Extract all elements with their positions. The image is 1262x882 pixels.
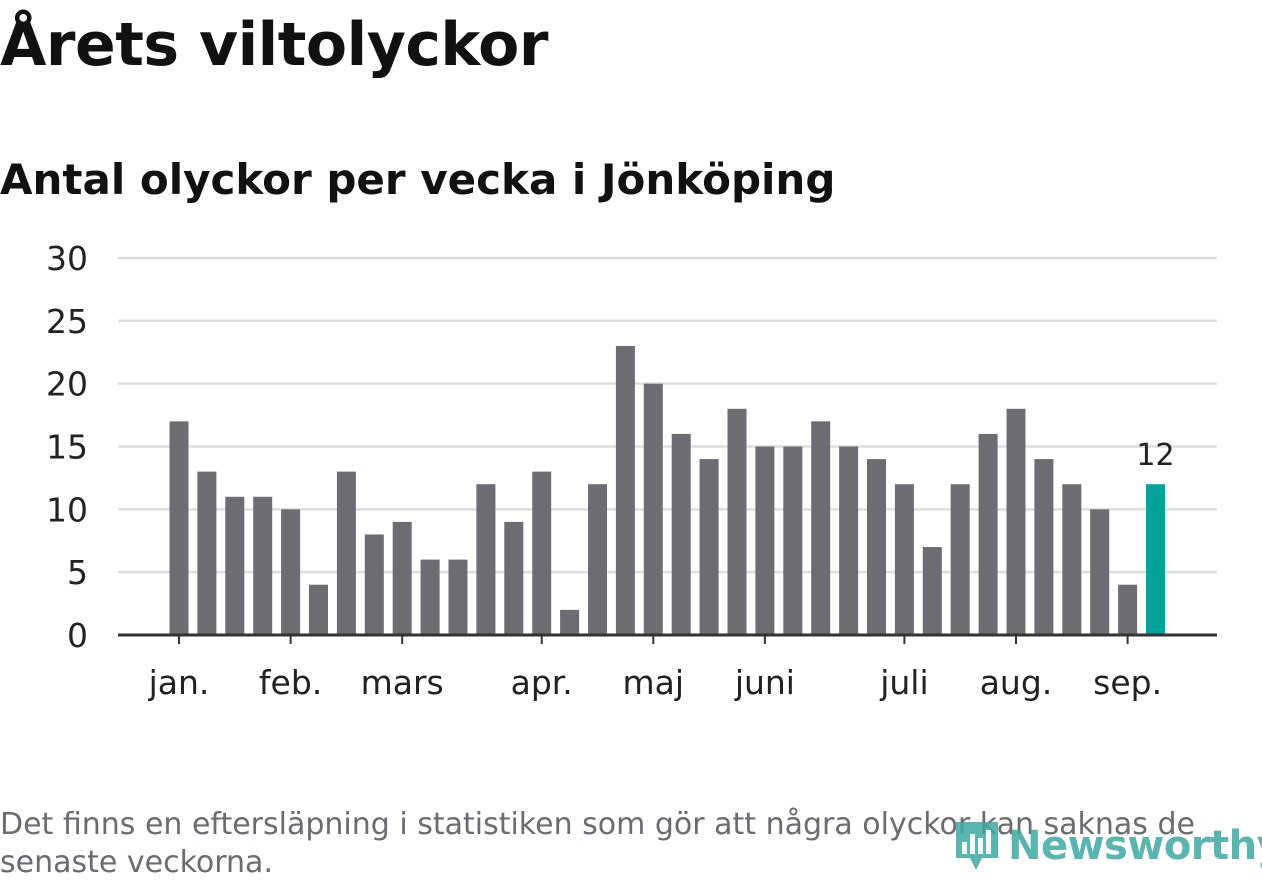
- bar: [197, 471, 217, 635]
- bar: [922, 547, 942, 635]
- x-tick-label: apr.: [511, 663, 573, 702]
- bar: [755, 446, 775, 635]
- y-tick-label: 15: [46, 428, 88, 467]
- logo-icon: [956, 822, 998, 870]
- bar: [448, 559, 468, 635]
- bar: [894, 484, 914, 635]
- x-tick-label: maj: [623, 663, 685, 702]
- y-axis-ticks: 0 5 10 15 20 25 30: [46, 239, 88, 655]
- bar: [309, 584, 328, 635]
- bar: [950, 484, 970, 635]
- x-tick-label: feb.: [259, 663, 322, 702]
- data-labels: 12: [1136, 438, 1174, 473]
- bar: [281, 509, 301, 635]
- bar: [811, 421, 831, 635]
- bar: [839, 446, 859, 635]
- x-axis-ticks: jan. feb. mars apr. maj juni juli aug. sep.: [148, 635, 1162, 702]
- y-tick-label: 25: [46, 302, 88, 341]
- bar: [588, 484, 607, 635]
- bar-chart: 0 5 10 15 20 25 30 jan. feb. mars apr. maj juni juli…: [46, 239, 1217, 702]
- bar: [671, 433, 691, 635]
- logo-text: Newsworthy: [1008, 823, 1262, 869]
- bar: [867, 459, 886, 635]
- bar: [615, 345, 635, 635]
- newsworthy-logo: Newsworthy: [952, 816, 1262, 876]
- chart-title: Årets viltolyckor: [0, 10, 549, 80]
- bar: [392, 521, 412, 635]
- y-tick-label: 30: [46, 239, 88, 278]
- bar: [1006, 408, 1026, 635]
- x-tick-label: jan.: [148, 663, 210, 702]
- bar: [253, 496, 273, 635]
- bar: [978, 433, 998, 635]
- bar: [476, 484, 496, 635]
- y-tick-label: 0: [67, 616, 88, 655]
- bar: [169, 421, 189, 635]
- bar: [420, 559, 440, 635]
- bar: [1034, 459, 1054, 635]
- bars: [169, 345, 1165, 635]
- bar: [225, 496, 245, 635]
- bar-highlight: [1146, 484, 1165, 635]
- bar: [699, 459, 719, 635]
- y-tick-label: 10: [46, 490, 88, 529]
- y-tick-label: 20: [46, 365, 88, 404]
- chart-subtitle: Antal olyckor per vecka i Jönköping: [0, 155, 836, 204]
- bar: [560, 609, 580, 635]
- bar: [504, 521, 524, 635]
- x-tick-label: mars: [361, 663, 444, 702]
- x-tick-label: juli: [879, 663, 928, 702]
- bar: [1090, 509, 1110, 635]
- bar: [364, 534, 384, 635]
- x-tick-label: juni: [734, 663, 795, 702]
- bar: [1118, 584, 1138, 635]
- bar: [336, 471, 356, 635]
- gridlines: [118, 256, 1217, 574]
- bar: [727, 408, 747, 635]
- bar: [643, 383, 663, 635]
- data-label-latest: 12: [1136, 438, 1174, 473]
- x-tick-label: sep.: [1093, 663, 1162, 702]
- x-tick-label: aug.: [980, 663, 1053, 702]
- bar: [1062, 484, 1082, 635]
- y-tick-label: 5: [67, 553, 88, 592]
- bar: [532, 471, 552, 635]
- bar: [783, 446, 803, 635]
